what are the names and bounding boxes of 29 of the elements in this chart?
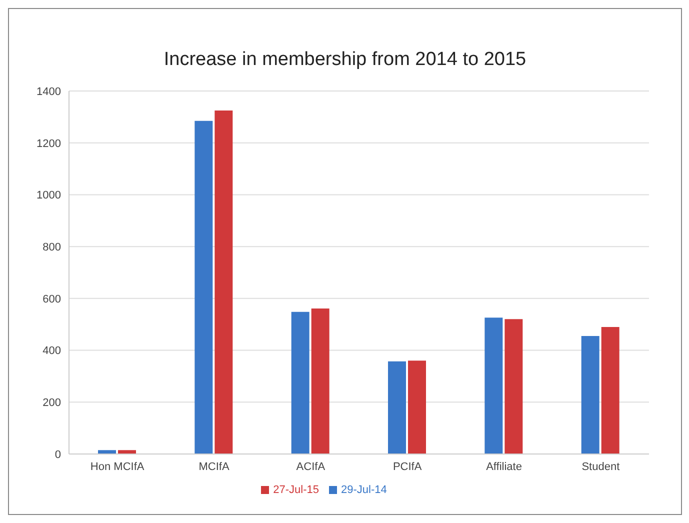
bar [311,308,330,454]
y-tick-label: 1000 [36,190,61,202]
bar [504,319,523,454]
legend-label: 29-Jul-14 [341,484,387,496]
x-tick-label: Hon MCIfA [90,460,145,473]
bar [194,120,213,454]
legend-label: 27-Jul-15 [273,484,319,496]
y-tick-label: 1400 [36,86,61,98]
x-tick-label: MCIfA [198,460,230,473]
x-tick-label: Student [582,460,620,473]
y-tick-label: 400 [42,345,61,358]
y-tick-label: 1200 [36,138,61,150]
bar [291,312,310,454]
bar [214,110,233,454]
y-tick-label: 800 [42,241,61,254]
x-tick-label: Affiliate [486,460,522,473]
bar [581,336,600,454]
bar [484,318,503,454]
y-tick-label: 0 [54,448,61,461]
bar [98,450,116,454]
bar [408,360,426,454]
chart-title: Increase in membership from 2014 to 2015 [162,48,528,71]
x-tick-label: PCIfA [392,460,422,473]
bar [388,361,406,454]
bar [118,450,136,454]
x-tick-label: ACIfA [296,460,326,473]
y-tick-label: 200 [42,397,61,410]
bar [601,326,620,454]
y-tick-label: 600 [42,293,61,306]
